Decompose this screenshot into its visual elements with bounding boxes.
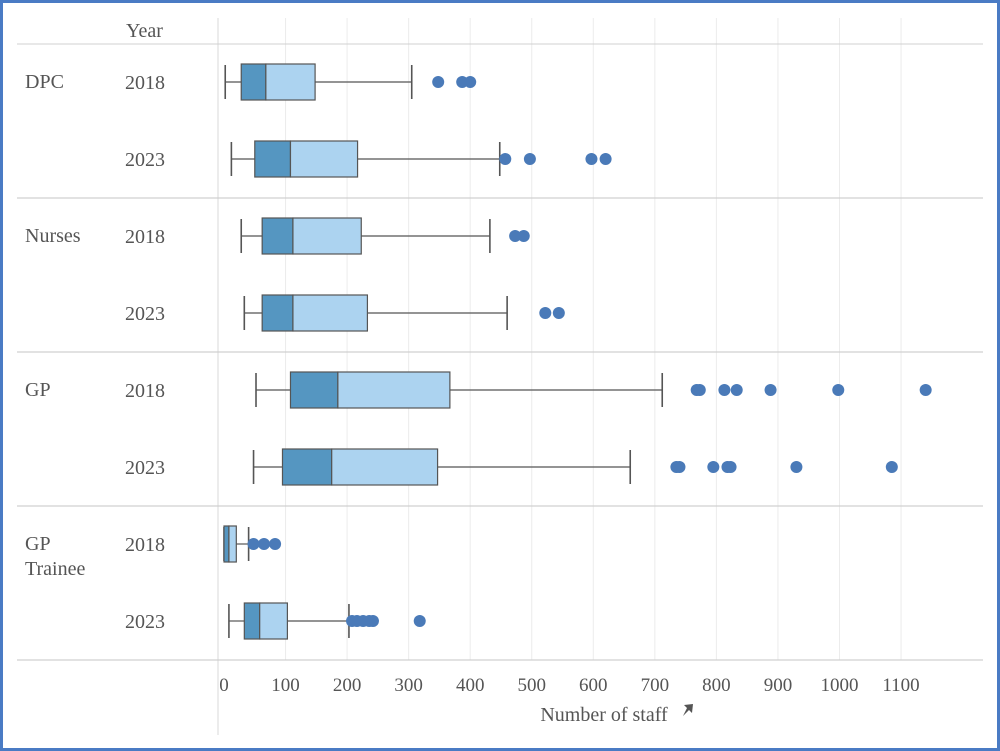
year-header: Year — [126, 20, 163, 42]
box-upper-g3-r1 — [259, 602, 288, 640]
x-tick-label-800: 800 — [702, 675, 731, 696]
group-label-1: Nurses — [25, 225, 81, 247]
x-tick-label-700: 700 — [641, 675, 670, 696]
outlier-g2-r0-1 — [693, 384, 706, 396]
x-tick-label-900: 900 — [764, 675, 793, 696]
outlier-g0-r0-2 — [464, 76, 477, 88]
year-label-g2-r0: 2018 — [125, 380, 165, 402]
pin-icon — [683, 704, 693, 716]
outlier-g2-r1-1 — [673, 461, 686, 473]
x-tick-label-1000: 1000 — [821, 675, 859, 696]
outlier-g0-r0-0 — [432, 76, 445, 88]
outlier-g3-r0-0 — [247, 538, 260, 550]
outlier-g2-r0-6 — [919, 384, 932, 396]
box-lower-g1-r1 — [261, 294, 294, 332]
box-upper-g0-r1 — [289, 140, 359, 178]
outlier-g1-r1-0 — [539, 307, 552, 319]
x-tick-label-300: 300 — [394, 675, 423, 696]
outlier-g1-r1-1 — [552, 307, 565, 319]
box-lower-g0-r0 — [240, 63, 267, 101]
outlier-g0-r1-2 — [585, 153, 598, 165]
box-lower-g3-r0 — [223, 525, 230, 563]
outlier-g2-r0-3 — [730, 384, 743, 396]
x-tick-label-500: 500 — [518, 675, 547, 696]
outlier-g2-r1-2 — [707, 461, 720, 473]
year-label-g1-r1: 2023 — [125, 303, 165, 325]
outlier-g3-r0-2 — [269, 538, 282, 550]
year-label-g3-r1: 2023 — [125, 611, 165, 633]
x-tick-label-400: 400 — [456, 675, 485, 696]
year-label-g0-r1: 2023 — [125, 149, 165, 171]
x-tick-label-200: 200 — [333, 675, 362, 696]
x-axis-title: Number of staff — [540, 704, 668, 726]
year-label-g3-r0: 2018 — [125, 534, 165, 556]
x-tick-label-600: 600 — [579, 675, 608, 696]
group-label-2: GP — [25, 379, 51, 401]
outlier-g2-r0-4 — [764, 384, 777, 396]
box-lower-g3-r1 — [243, 602, 261, 640]
outlier-g0-r1-0 — [499, 153, 512, 165]
box-upper-g3-r0 — [228, 525, 237, 563]
x-tick-label-0: 0 — [219, 675, 229, 696]
x-tick-label-1100: 1100 — [882, 675, 919, 696]
outlier-g1-r0-0 — [509, 230, 522, 242]
box-lower-g2-r1 — [281, 448, 333, 486]
outlier-g0-r1-3 — [599, 153, 612, 165]
outlier-g2-r1-5 — [790, 461, 803, 473]
box-upper-g0-r0 — [265, 63, 316, 101]
box-upper-g2-r1 — [331, 448, 439, 486]
outlier-g3-r1-5 — [413, 615, 426, 627]
outlier-g0-r1-1 — [523, 153, 536, 165]
year-label-g2-r1: 2023 — [125, 457, 165, 479]
year-label-g0-r0: 2018 — [125, 72, 165, 94]
box-upper-g1-r1 — [292, 294, 369, 332]
year-label-g1-r0: 2018 — [125, 226, 165, 248]
outlier-g2-r0-2 — [718, 384, 731, 396]
outlier-g2-r1-6 — [885, 461, 898, 473]
box-upper-g1-r0 — [292, 217, 362, 255]
box-lower-g1-r0 — [261, 217, 294, 255]
group-label-0: DPC — [25, 71, 64, 93]
outlier-g3-r1-4 — [366, 615, 379, 627]
box-upper-g2-r0 — [337, 371, 451, 409]
x-tick-label-100: 100 — [271, 675, 300, 696]
outlier-g3-r0-1 — [258, 538, 271, 550]
box-lower-g0-r1 — [254, 140, 292, 178]
group-label-3: GP Trainee — [25, 533, 85, 580]
outlier-g2-r1-4 — [724, 461, 737, 473]
outlier-g1-r0-1 — [517, 230, 530, 242]
outlier-g2-r0-5 — [832, 384, 845, 396]
box-lower-g2-r0 — [289, 371, 339, 409]
